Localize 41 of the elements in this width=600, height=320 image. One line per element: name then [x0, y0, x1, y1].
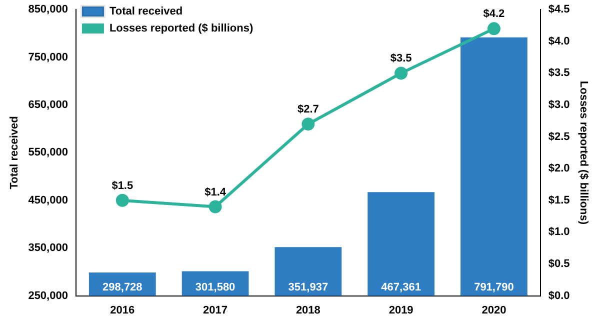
y-tick-label: 250,000 [28, 290, 68, 302]
x-tick-label: 2020 [482, 304, 506, 316]
y-tick-label: 550,000 [28, 146, 68, 159]
data-label: $2.7 [297, 104, 319, 116]
point [487, 22, 500, 36]
point [208, 200, 222, 214]
legend-label: Total received [109, 6, 183, 18]
data-label: $1.5 [112, 180, 134, 192]
x-tick-label: 2018 [296, 304, 320, 316]
data-label: $4.2 [483, 8, 505, 20]
legend-label: Losses reported ($ billions) [109, 22, 254, 35]
data-label: 467,361 [381, 281, 421, 294]
x-tick-label: 2019 [388, 304, 414, 316]
data-label: $1.4 [204, 186, 227, 198]
y2-tick-label: $2.5 [548, 130, 570, 143]
data-label: 791,790 [474, 281, 514, 294]
y2-tick-label: $3.5 [548, 67, 570, 80]
y2-tick-label: $0.5 [548, 258, 570, 270]
y2-tick-label: $2.0 [548, 162, 570, 175]
y2-tick-label: $3.0 [548, 99, 570, 112]
data-label: $3.5 [390, 52, 412, 65]
y2-axis-title: Losses reported ($ billions) [577, 80, 590, 225]
data-label: 301,580 [195, 281, 236, 294]
y-axis-title: Total received [8, 116, 21, 190]
x-tick-label: 2017 [203, 304, 228, 316]
y-tick-label: 650,000 [28, 99, 68, 112]
point [302, 118, 315, 131]
y-tick-label: 350,000 [28, 242, 68, 254]
point [116, 194, 129, 207]
y2-tick-label: $1.0 [548, 226, 570, 238]
y-tick-label: 750,000 [28, 51, 68, 64]
x-tick-label: 2016 [110, 304, 135, 316]
y-tick-label: 850,000 [28, 4, 68, 16]
data-label: 351,937 [288, 281, 328, 294]
y2-tick-label: $1.5 [548, 194, 570, 206]
y2-tick-label: $4.0 [548, 35, 570, 48]
point [394, 66, 408, 80]
y-tick-label: 450,000 [28, 194, 68, 206]
data-label: 298,728 [102, 281, 142, 294]
y2-tick-label: $4.5 [548, 4, 570, 16]
y2-tick-label: $0.0 [548, 290, 570, 302]
